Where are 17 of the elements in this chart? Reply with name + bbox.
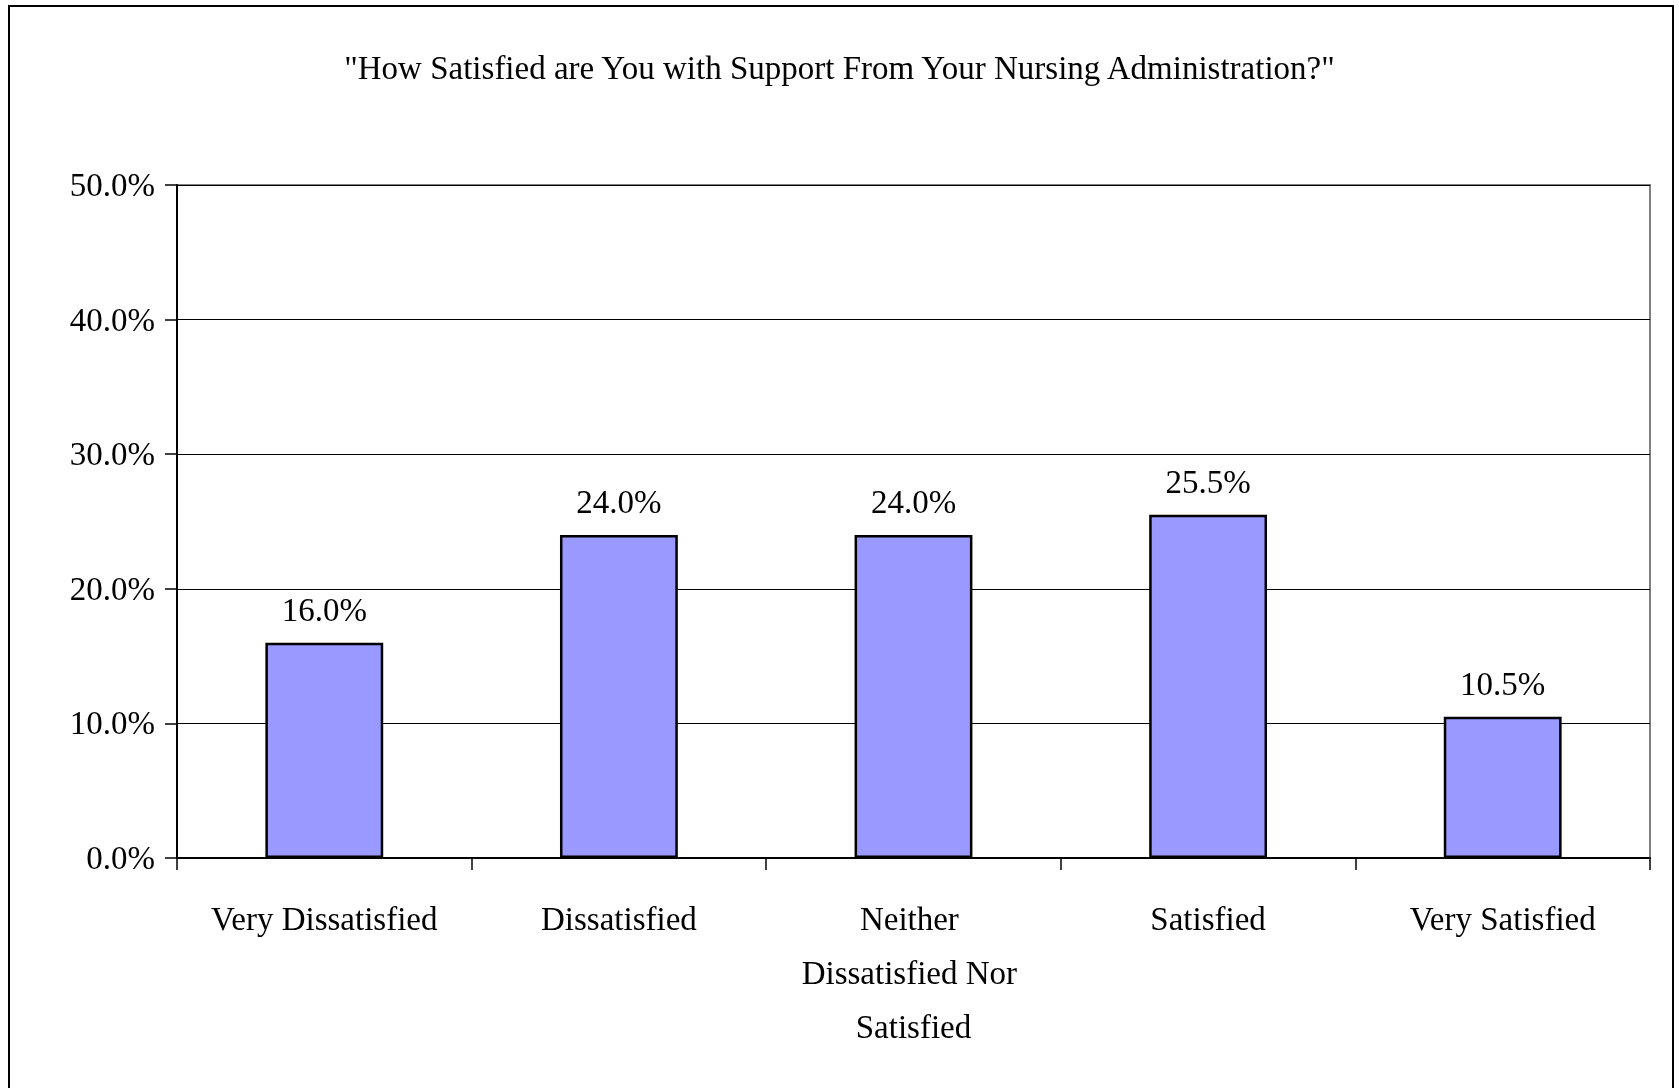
- y-tick-label: 50.0%: [69, 167, 155, 203]
- y-tick-label: 40.0%: [69, 301, 155, 338]
- y-tick-label: 30.0%: [69, 436, 155, 473]
- x-tick-label: Very Dissatisfied: [211, 901, 438, 937]
- x-tick-label: Dissatisfied: [540, 901, 698, 937]
- data-label: 24.0%: [576, 484, 662, 521]
- data-label: 24.0%: [870, 484, 957, 521]
- chart-title: "How Satisfied are You with Support From Your Nursing Administration?": [344, 49, 1335, 86]
- data-label: 16.0%: [281, 592, 367, 629]
- y-tick-label: 20.0%: [69, 570, 155, 607]
- y-tick-label: 10.0%: [69, 705, 155, 742]
- y-tick-label: 0.0%: [86, 840, 155, 876]
- x-tick-label: Very Satisfied: [1409, 901, 1597, 937]
- data-label: 25.5%: [1165, 464, 1251, 501]
- x-tick-label: Satisfied: [1150, 901, 1267, 937]
- x-tick-label: Neither Dissatisfied Nor Satisfied: [801, 901, 1026, 1045]
- data-label: 10.5%: [1460, 666, 1546, 703]
